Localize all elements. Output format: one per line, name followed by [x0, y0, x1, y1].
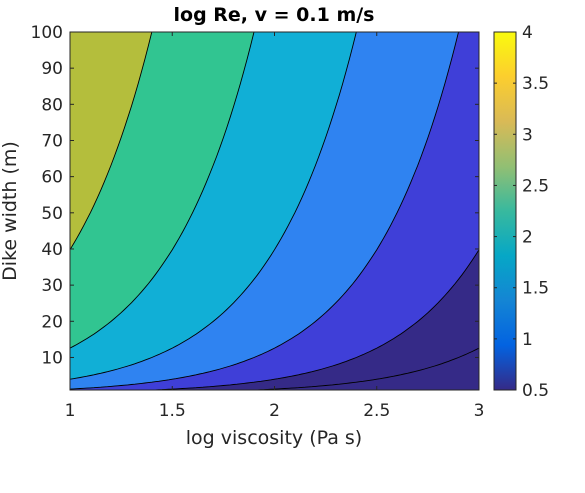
- contour-line-2.5: [70, 32, 255, 349]
- colorbar-tick-label: 1: [522, 330, 533, 350]
- x-tick-label: 2.5: [363, 401, 390, 421]
- contour-line-2: [70, 32, 357, 380]
- y-tick-label: 80: [41, 95, 63, 115]
- plot-area: [70, 32, 479, 390]
- x-tick-label: 1: [65, 401, 76, 421]
- colorbar: [493, 31, 517, 391]
- chart-title: log Re, v = 0.1 m/s: [174, 4, 375, 26]
- contour-line-3: [70, 32, 153, 250]
- y-tick-label: 100: [31, 23, 63, 43]
- y-tick-label: 90: [41, 59, 63, 79]
- y-axis: 10 20 30 40 50 60 70 80 90 100: [31, 23, 479, 368]
- y-tick-label: 10: [41, 348, 63, 368]
- colorbar-tick-label: 4: [522, 23, 533, 43]
- x-axis: 1 1.5 2 2.5 3: [65, 32, 485, 421]
- colorbar-tick-label: 0.5: [522, 381, 549, 401]
- y-tick-label: 20: [41, 312, 63, 332]
- x-axis-label: log viscosity (Pa s): [186, 427, 362, 449]
- y-axis-label: Dike width (m): [0, 141, 21, 281]
- x-tick-label: 2: [269, 401, 280, 421]
- contour-band-3: [70, 32, 152, 250]
- y-tick-label: 70: [41, 131, 63, 151]
- colorbar-tick-label: 2.5: [522, 176, 549, 196]
- colorbar-tick-label: 3: [522, 125, 533, 145]
- x-tick-label: 3: [474, 401, 485, 421]
- contour-line-1: [139, 249, 479, 390]
- contour-line-1.5: [70, 32, 459, 390]
- colorbar-tick-label: 3.5: [522, 74, 549, 94]
- colorbar-tick-label: 1.5: [522, 279, 549, 299]
- x-tick-label: 1.5: [159, 401, 186, 421]
- y-tick-label: 30: [41, 276, 63, 296]
- y-tick-label: 60: [41, 168, 63, 188]
- colorbar-ticks: 0.5 1 1.5 2 2.5 3 3.5 4: [494, 23, 549, 401]
- y-tick-label: 40: [41, 240, 63, 260]
- colorbar-tick-label: 2: [522, 228, 533, 248]
- y-tick-label: 50: [41, 204, 63, 224]
